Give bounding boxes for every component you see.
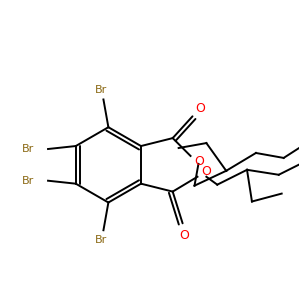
Text: Br: Br [22,144,34,154]
Text: Br: Br [95,235,108,245]
Text: O: O [194,155,204,168]
Text: Br: Br [22,176,34,186]
Text: Br: Br [95,85,108,94]
Text: O: O [196,102,206,115]
Text: O: O [180,229,190,242]
Text: O: O [201,165,211,178]
